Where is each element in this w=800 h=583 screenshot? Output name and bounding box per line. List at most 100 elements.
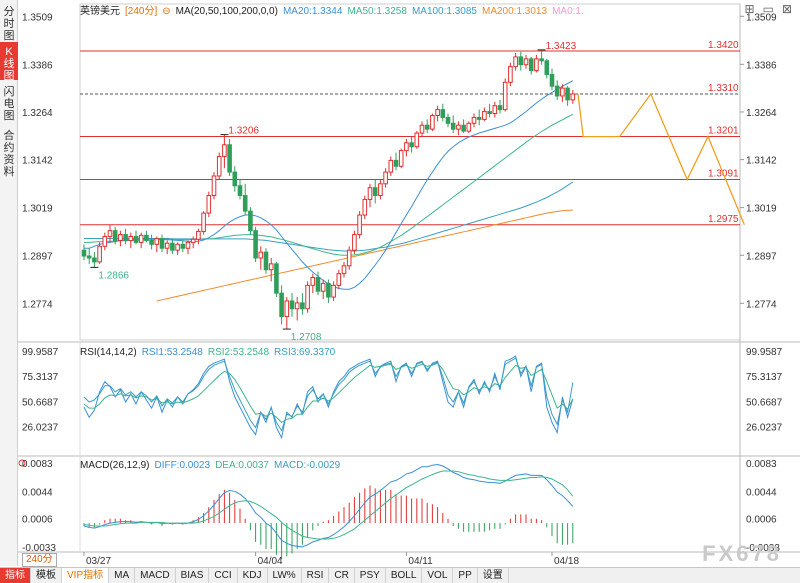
sidebar-tab-char: K: [5, 46, 13, 58]
candle-body: [398, 150, 404, 167]
window-restore-icon[interactable]: ▭: [762, 2, 774, 16]
sidebar-tab-3[interactable]: 合约资料: [0, 126, 18, 178]
candle-body: [461, 124, 466, 132]
candle-body: [487, 111, 492, 115]
main-legend-item: ⊖: [162, 6, 170, 17]
chart-settings-icon[interactable]: ⊞: [744, 2, 755, 16]
toolbar-item-10[interactable]: CR: [329, 568, 355, 583]
price-axis-label-left: 1.2774: [22, 299, 53, 310]
price-axis-label: 1.3264: [746, 108, 777, 119]
toolbar-item-11[interactable]: PSY: [355, 568, 386, 583]
candle-body: [284, 300, 290, 318]
candle-body: [289, 300, 295, 310]
candle-body: [466, 122, 472, 132]
candle-body: [211, 175, 217, 197]
chart-canvas[interactable]: 1.3509 1.3509 1.3386 1.3386 1.3264 1.3264 1.31…: [0, 0, 800, 567]
candle-body: [331, 284, 336, 298]
macd-axis-label: 0.0006: [746, 515, 777, 526]
candle-body: [274, 263, 279, 294]
macd-axis-label-left: -0.0033: [22, 543, 56, 554]
candle-body: [570, 93, 576, 101]
candle-body: [92, 257, 97, 263]
candle-body: [201, 212, 206, 232]
diff-line: [83, 463, 574, 548]
toolbar-item-8[interactable]: LW%: [268, 568, 302, 583]
candle-body: [497, 105, 503, 111]
toolbar-item-9[interactable]: RSI: [302, 568, 330, 583]
main-legend-item: MA20:1.3344: [283, 6, 343, 17]
candle-body: [170, 242, 175, 251]
candle-body: [404, 142, 409, 152]
candle-body: [248, 210, 253, 232]
price-axis-label: 1.2897: [746, 251, 777, 262]
toolbar-item-3[interactable]: MA: [109, 568, 136, 583]
rsi-legend-item: RSI(14,14,2): [80, 347, 137, 358]
candle-body: [310, 277, 316, 286]
watermark: FX678: [702, 541, 782, 566]
toolbar-item-7[interactable]: KDJ: [238, 568, 268, 583]
macd-legend-item: DEA:0.0037: [215, 460, 269, 471]
window-close-icon[interactable]: ⊠: [781, 2, 792, 16]
toolbar-item-6[interactable]: CCI: [209, 568, 238, 583]
candle-body: [508, 66, 513, 83]
candle-body: [554, 85, 560, 97]
candle-body: [528, 58, 534, 72]
main-legend-item: MA(20,50,100,200,0,0): [176, 6, 278, 17]
candle-body: [154, 237, 160, 245]
date-axis-label: 04/18: [554, 556, 579, 567]
candle-body: [482, 111, 487, 120]
main-legend-item: [240分]: [125, 5, 157, 17]
toolbar-item-13[interactable]: VOL: [422, 568, 454, 583]
candle-body: [445, 116, 451, 124]
window-controls: ⊞ ▭ ⊠: [745, 2, 792, 16]
toolbar-item-2[interactable]: VIP指标: [62, 568, 110, 583]
candle-body: [305, 284, 310, 310]
sidebar-tab-0[interactable]: 分时图: [0, 2, 18, 42]
candle-body: [123, 234, 128, 241]
rsi-axis-label: 75.3137: [746, 372, 783, 383]
candle-body: [414, 132, 420, 148]
macd-dot-icon: [18, 459, 26, 467]
candle-body: [149, 239, 154, 245]
sidebar-tab-2[interactable]: 闪电图: [0, 82, 18, 124]
candle-body: [539, 58, 544, 62]
candle-body: [175, 243, 180, 251]
candle-body: [430, 114, 435, 130]
rsi2-line: [83, 362, 574, 424]
sidebar-tab-char: 料: [3, 166, 15, 178]
main-pane-frame: [79, 3, 741, 341]
candle-body: [294, 302, 300, 310]
candle-body: [112, 230, 118, 241]
level-label: 1.3310: [708, 83, 739, 94]
candle-body: [419, 124, 425, 134]
level-label: 1.3420: [708, 40, 739, 51]
projection-path: [577, 92, 746, 226]
toolbar-item-0[interactable]: 指标: [0, 568, 31, 583]
candle-body: [315, 277, 321, 292]
annotation-high-label: 1.3206: [228, 126, 259, 137]
period-selector[interactable]: 240分: [22, 553, 57, 567]
candle-body: [544, 60, 550, 75]
rsi-axis-label: 26.0237: [746, 422, 783, 433]
toolbar-item-12[interactable]: BOLL: [386, 568, 423, 583]
price-axis-label-left: 1.3019: [22, 204, 53, 215]
candle-body: [534, 58, 539, 72]
toolbar-item-1[interactable]: 模板: [31, 568, 62, 583]
toolbar-item-14[interactable]: PP: [453, 568, 478, 583]
candle-body: [383, 171, 388, 185]
toolbar-item-4[interactable]: MACD: [135, 568, 176, 583]
sidebar-tab-char: 图: [3, 30, 15, 42]
candle-body: [471, 116, 477, 124]
toolbar-item-5[interactable]: BIAS: [176, 568, 210, 583]
candle-body: [346, 249, 352, 267]
candle-body: [565, 87, 570, 101]
candle-body: [138, 234, 144, 243]
price-axis-label-left: 1.3264: [22, 108, 53, 119]
ma100-line: [84, 181, 574, 252]
candle-body: [341, 265, 347, 275]
toolbar-item-15[interactable]: 设置: [478, 568, 509, 583]
rsi3-line: [83, 357, 574, 432]
